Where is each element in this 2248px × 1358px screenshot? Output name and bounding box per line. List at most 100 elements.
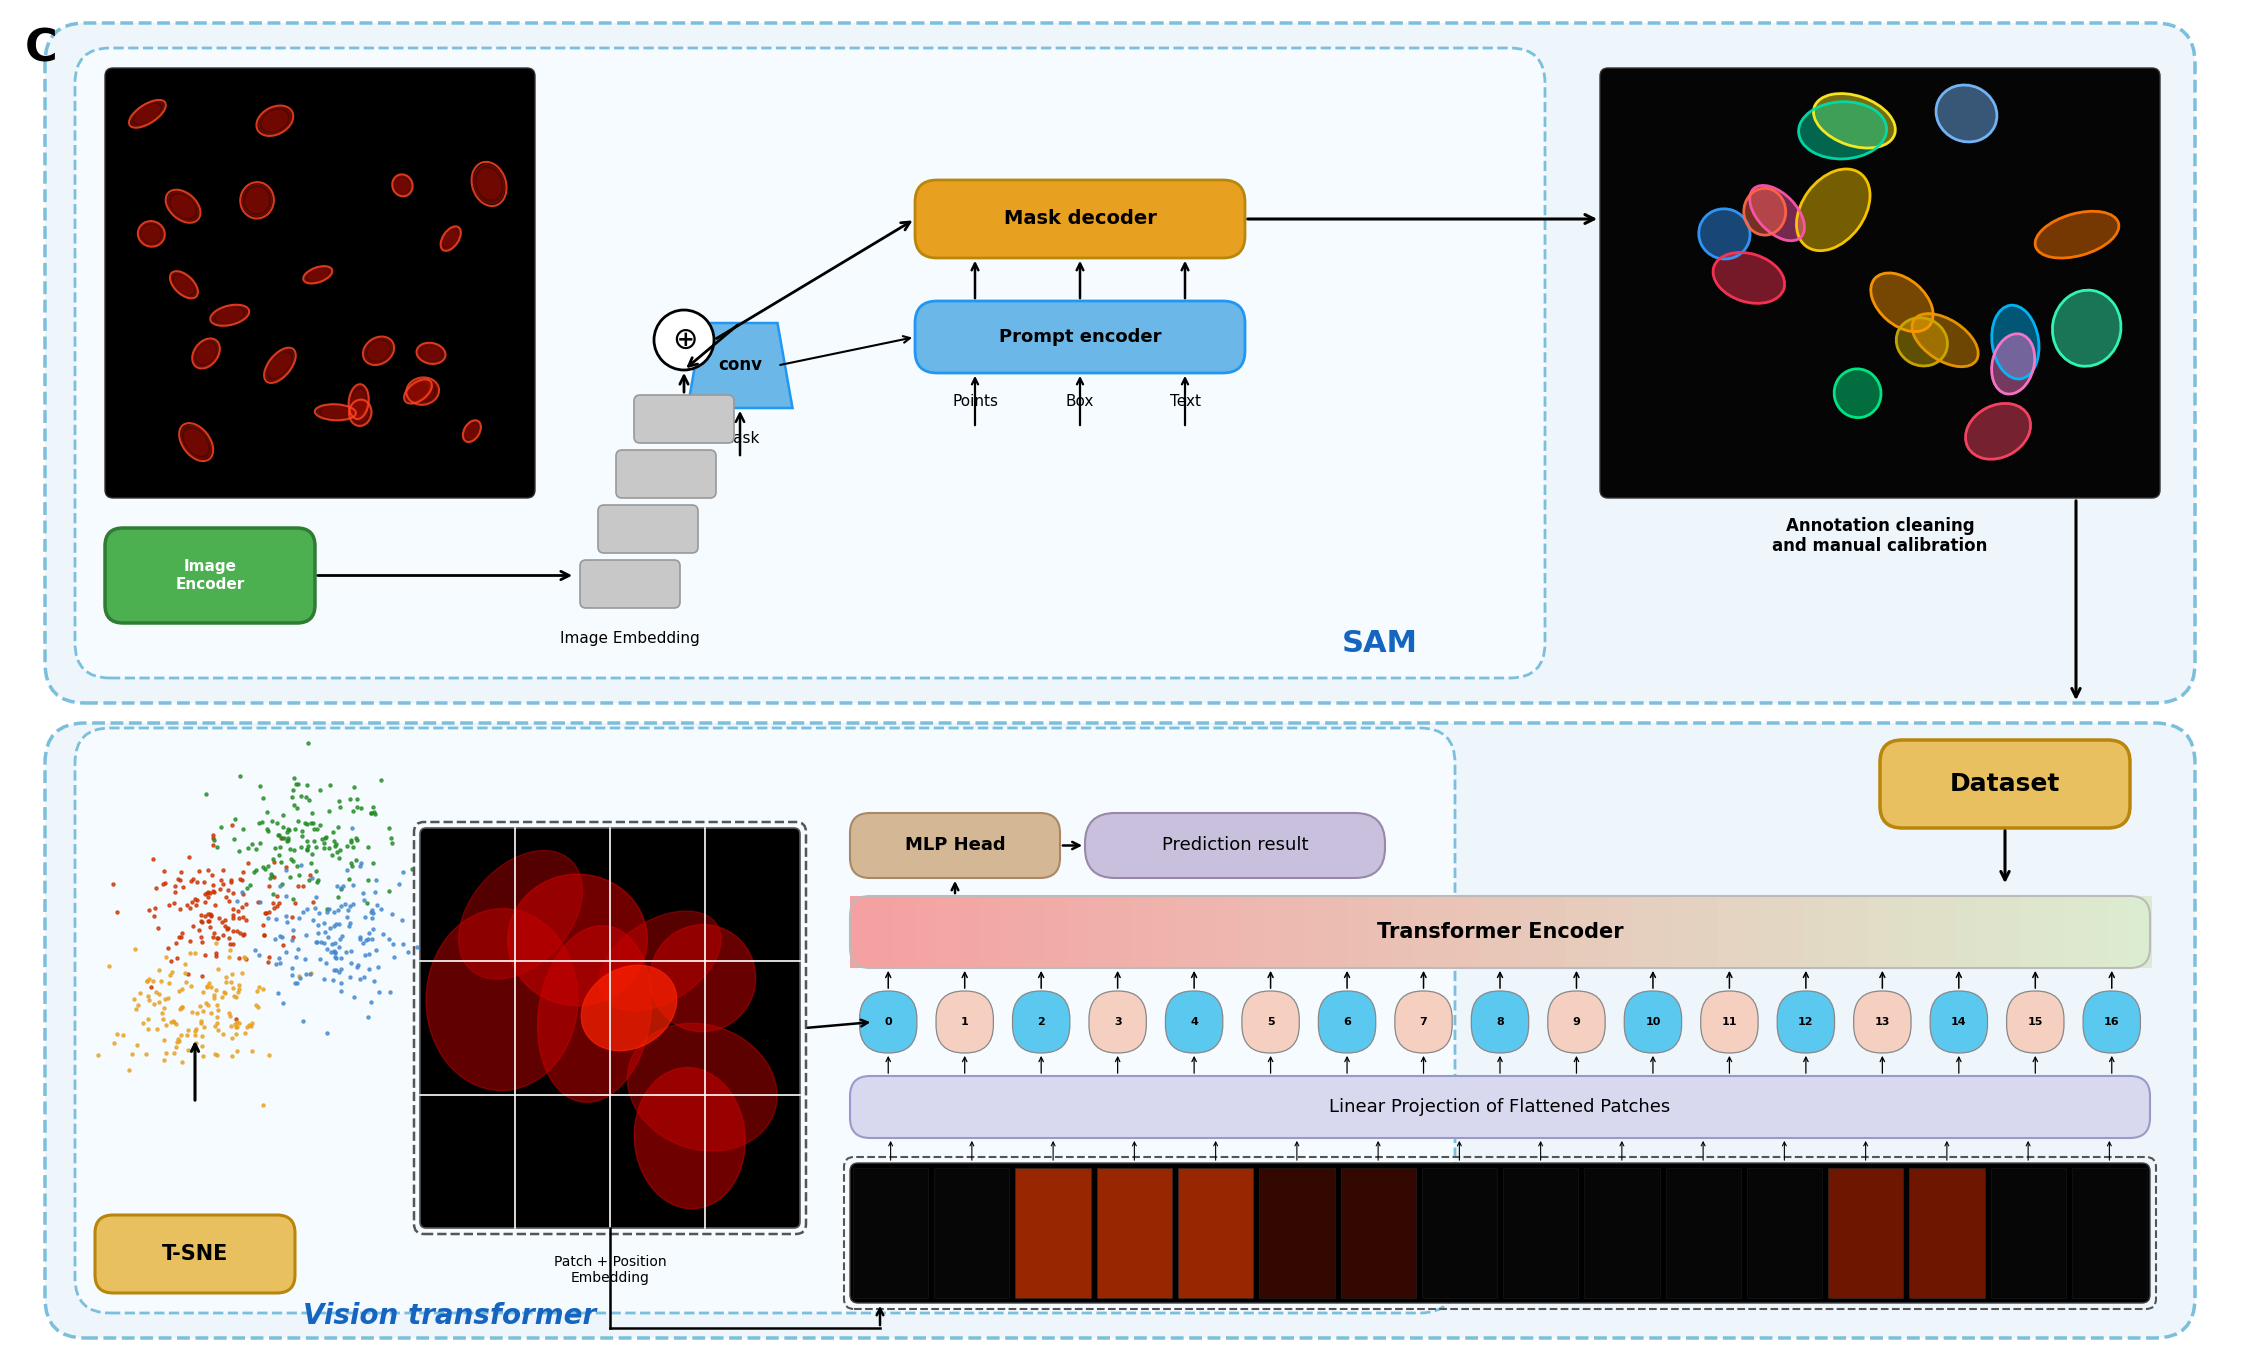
Text: Prompt encoder: Prompt encoder: [998, 329, 1162, 346]
Point: [254, 883, 290, 904]
Point: [263, 827, 299, 849]
Point: [171, 963, 207, 985]
Point: [169, 894, 205, 915]
Point: [355, 903, 391, 925]
Point: [353, 803, 389, 824]
Point: [265, 816, 301, 838]
Point: [272, 866, 308, 888]
Point: [317, 835, 353, 857]
Point: [288, 786, 324, 808]
Point: [315, 933, 351, 955]
Point: [153, 951, 189, 972]
Point: [211, 926, 247, 948]
Ellipse shape: [1913, 314, 1978, 367]
Point: [225, 819, 261, 841]
Point: [256, 837, 292, 858]
Point: [301, 922, 337, 944]
Point: [214, 1044, 250, 1066]
Point: [137, 982, 173, 1004]
Point: [360, 894, 396, 915]
Point: [184, 910, 220, 932]
Point: [178, 895, 214, 917]
Point: [357, 869, 393, 891]
Point: [211, 1002, 247, 1024]
Point: [299, 861, 335, 883]
Point: [342, 926, 378, 948]
Point: [335, 854, 371, 876]
Ellipse shape: [1936, 86, 1996, 143]
Ellipse shape: [463, 421, 479, 441]
Point: [223, 765, 259, 786]
Ellipse shape: [508, 875, 647, 1006]
Point: [261, 983, 297, 1005]
Point: [261, 948, 297, 970]
Point: [315, 970, 351, 991]
FancyBboxPatch shape: [74, 48, 1544, 678]
Point: [256, 847, 292, 869]
Point: [130, 1009, 166, 1031]
Point: [279, 797, 315, 819]
Point: [164, 1051, 200, 1073]
FancyBboxPatch shape: [850, 813, 1061, 879]
Point: [312, 918, 348, 940]
Point: [216, 828, 252, 850]
Bar: [1828, 1168, 1904, 1298]
Point: [191, 972, 227, 994]
Point: [353, 803, 389, 824]
Point: [198, 945, 234, 967]
Point: [317, 941, 353, 963]
Point: [157, 932, 193, 953]
Point: [252, 864, 288, 885]
Point: [375, 933, 411, 955]
Point: [198, 895, 234, 917]
Bar: [1695, 896, 1720, 968]
Point: [319, 899, 355, 921]
Point: [157, 1013, 193, 1035]
Point: [99, 900, 135, 922]
Point: [290, 899, 326, 921]
Point: [117, 938, 153, 960]
Bar: [1196, 896, 1221, 968]
Point: [130, 1018, 166, 1040]
Point: [198, 979, 234, 1001]
Ellipse shape: [418, 344, 443, 363]
Point: [220, 980, 256, 1002]
Point: [292, 864, 328, 885]
Point: [187, 872, 223, 894]
Bar: [1565, 896, 1589, 968]
Point: [218, 986, 254, 1008]
Point: [261, 824, 297, 846]
Point: [223, 868, 259, 889]
FancyBboxPatch shape: [420, 828, 800, 1228]
Point: [288, 964, 324, 986]
Point: [207, 915, 243, 937]
Point: [333, 830, 369, 851]
Point: [207, 971, 243, 993]
Point: [259, 895, 294, 917]
Point: [232, 875, 268, 896]
Point: [355, 970, 391, 991]
Point: [294, 868, 330, 889]
Point: [274, 957, 310, 979]
Point: [155, 1043, 191, 1065]
Point: [218, 1016, 254, 1038]
Point: [292, 851, 328, 873]
Point: [333, 895, 369, 917]
Ellipse shape: [1965, 403, 2030, 459]
Point: [160, 948, 196, 970]
Text: conv: conv: [717, 357, 762, 375]
Point: [184, 930, 220, 952]
Point: [263, 851, 299, 873]
Ellipse shape: [265, 349, 294, 382]
Point: [198, 942, 234, 964]
Text: Image
Encoder: Image Encoder: [175, 559, 245, 592]
Point: [335, 986, 371, 1008]
Point: [178, 1024, 214, 1046]
Ellipse shape: [409, 383, 427, 399]
Point: [301, 779, 337, 801]
Point: [294, 909, 330, 930]
Point: [191, 917, 227, 938]
Point: [166, 961, 202, 983]
Point: [205, 873, 241, 895]
Point: [166, 953, 202, 975]
